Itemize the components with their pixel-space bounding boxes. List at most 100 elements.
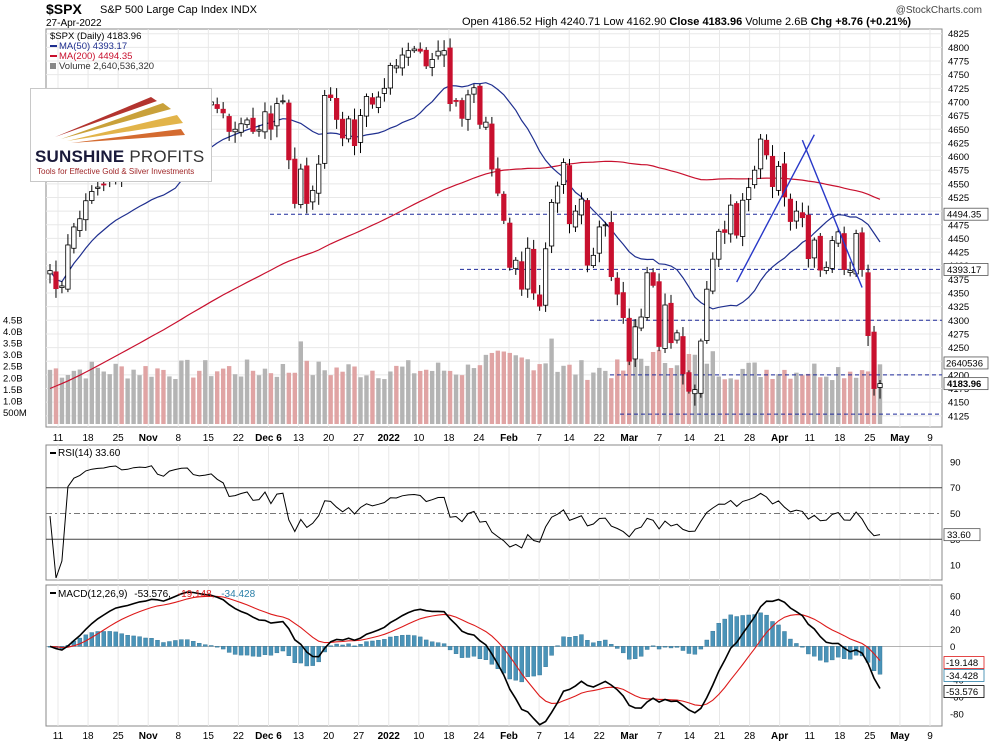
date-tick-label: 15 [203,433,215,444]
rsi-legend: RSI(14) 33.60 [58,448,121,459]
date-tick-label-bottom: 28 [744,731,756,742]
macd-histogram-bar [806,646,811,655]
date-tick-label: 18 [83,433,95,444]
volume-tick-label: 1.0B [3,396,23,407]
macd-histogram-bar [286,646,292,656]
volume-bar [603,370,608,424]
candle-body [614,277,620,295]
candle-body [817,235,823,271]
volume-bar [113,363,118,424]
macd-histogram-bar [400,635,405,647]
volume-bar [298,341,303,424]
volume-bar [173,379,178,424]
volume-bar [334,367,339,424]
macd-histogram-bar [585,640,590,647]
volume-bar [632,319,638,424]
candle-body [692,389,698,395]
macd-histogram-bar [364,641,369,647]
volume-bar [89,361,94,424]
volume-bar [274,376,280,424]
index-name: S&P 500 Large Cap Index [100,4,228,16]
volume-bar [788,378,793,424]
rsi-line [49,465,881,579]
macd-tick-label: 40 [950,608,961,619]
macd-histogram-bar [752,614,757,647]
macd-histogram-bar [662,646,668,648]
price-panel-frame [45,28,943,428]
candle-body [501,193,507,221]
candle-body [626,318,632,362]
macd-histogram-bar [214,646,220,648]
macd-histogram-bar [209,645,214,647]
volume-bar [412,373,417,424]
volume-bar [573,374,578,424]
volume-bar [710,351,716,424]
candle-body [662,304,668,349]
volume-bar [865,371,871,424]
volume-bar [704,363,710,424]
volume-bar [830,380,835,424]
price-tick-label: 4275 [948,329,969,340]
volume-bar [137,375,142,424]
price-candles [47,38,883,406]
macd-histogram-bar [501,646,507,674]
chg-label: Chg [810,16,833,28]
date-tick-label-bottom: 11 [53,731,64,742]
volume-bar [615,359,620,424]
volume-bar [292,372,298,424]
candle-body [710,258,716,292]
volume-bar [519,357,524,424]
volume-bar [818,377,823,424]
candle-body [77,218,83,231]
candle-body [805,214,811,260]
volume-bar [125,378,130,424]
macd-badge-label: -19.148 [946,658,978,669]
candle-body [620,292,626,318]
candle-body [47,270,53,275]
volume-bar [65,374,71,424]
volume-bar [513,355,518,424]
date-tick-label: 20 [323,433,335,444]
volume-bar [119,366,124,424]
candle-body [268,113,274,130]
candle-body [298,168,304,206]
candle-body [859,232,865,270]
date-tick-label: 24 [473,433,485,444]
volume-bar [370,370,375,424]
low-value: 4162.90 [626,16,667,28]
macd-histogram-bar [406,634,411,647]
candle-body [698,340,704,394]
macd-histogram-bar [579,634,584,647]
candle-body [280,100,286,103]
date-tick-label-bottom: 18 [443,731,455,742]
volume-bar [543,363,548,424]
macd-histogram-bar [818,646,823,661]
volume-tick-label: 500M [3,408,27,419]
volume-bar [358,377,363,424]
volume-bar [674,365,680,424]
date-tick-label: Mar [620,433,638,444]
date-tick-label: 11 [53,433,64,444]
volume-bar [537,364,542,424]
volume-badge-box [943,356,989,370]
logo-brand-second: PROFITS [129,147,205,166]
price-tick-label: 4650 [948,125,969,136]
candle-body [722,229,728,233]
volume-bar [483,354,489,424]
volume-bar [567,364,572,424]
sunshine-profits-logo: SUNSHINE PROFITS Tools for Effective Gol… [30,88,212,182]
volume-bar [232,374,238,424]
volume-bar [185,359,190,424]
macd-histogram-bar [131,635,136,647]
candle-body [411,48,417,52]
candle-body [740,199,746,237]
logo-rays-icon [55,97,185,143]
macd-histogram-bar [477,646,483,660]
macd-histogram-bar [161,642,166,647]
candle-body [548,201,555,247]
candle-body [525,247,531,290]
volume-bar [824,376,829,424]
candle-body [262,111,268,133]
candle-body [632,326,638,360]
macd-histogram-bar [119,633,124,647]
